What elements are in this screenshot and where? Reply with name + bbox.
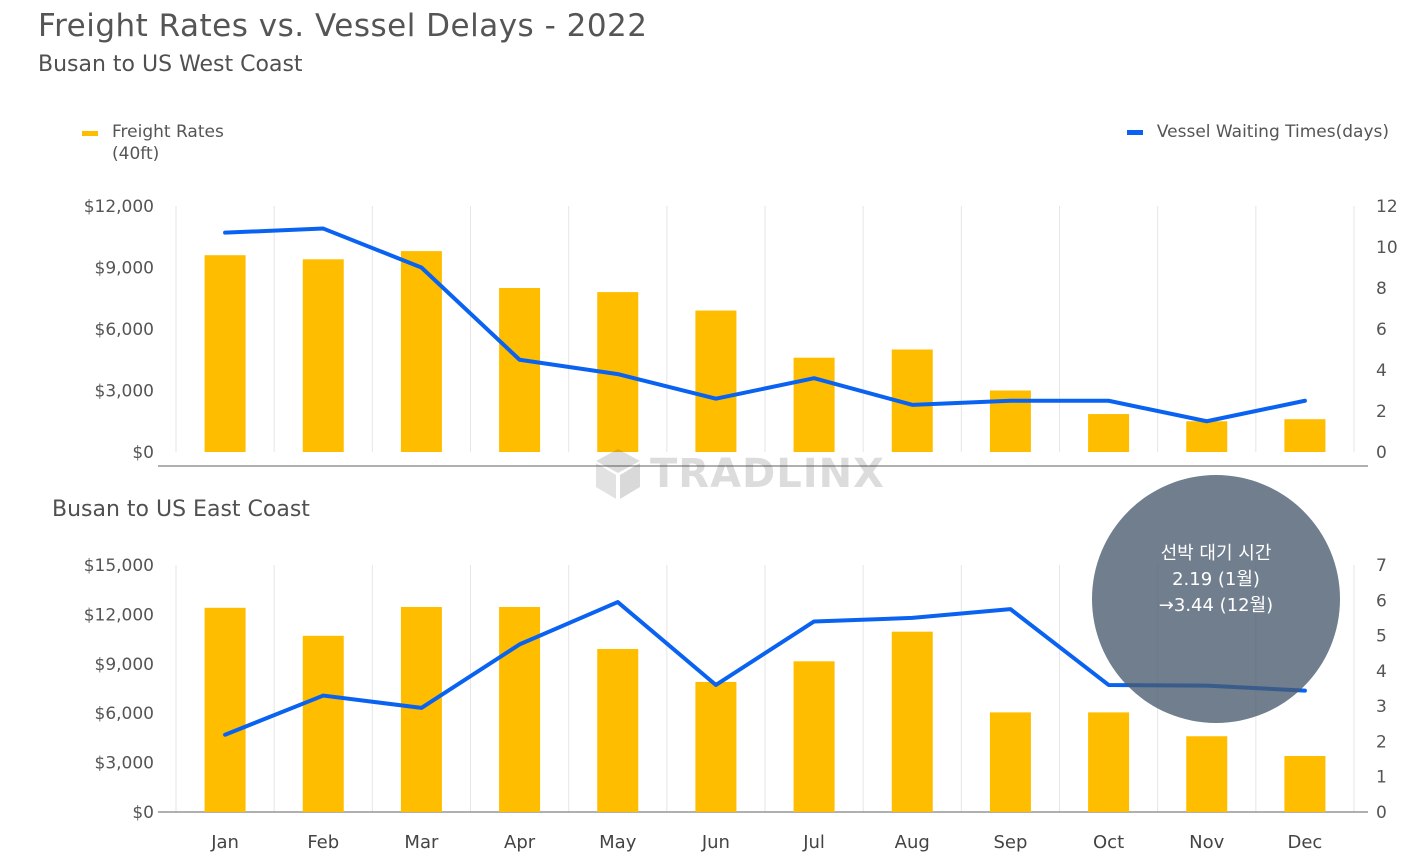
east-left-tick-label: $6,000 [95, 704, 154, 724]
legend-rate-subtext: (40ft) [112, 144, 160, 164]
west-bar-jun [695, 310, 737, 452]
chart-title: Freight Rates vs. Vessel Delays - 2022 [38, 8, 648, 44]
west-right-tick-label: 2 [1376, 402, 1387, 422]
east-x-tick-label: Sep [993, 832, 1027, 853]
east-right-tick-label: 5 [1376, 627, 1387, 647]
west-right-tick-label: 6 [1376, 320, 1387, 340]
east-right-tick-label: 7 [1376, 556, 1387, 576]
east-bar-may [597, 648, 639, 812]
east-x-tick-label: Nov [1189, 832, 1224, 853]
east-left-tick-label: $15,000 [84, 556, 154, 576]
east-x-tick-label: Aug [895, 832, 930, 853]
legend-rate-text: Freight Rates [112, 122, 224, 142]
east-bar-oct [1088, 712, 1130, 812]
east-x-tick-label: May [599, 832, 637, 853]
legend-freight-rates[interactable]: Freight Rates (40ft) [82, 121, 252, 165]
west-right-tick-label: 0 [1376, 443, 1387, 463]
west-coast-subtitle: Busan to US West Coast [38, 52, 303, 77]
east-left-tick-label: $0 [132, 803, 154, 823]
east-x-tick-label: Dec [1287, 832, 1322, 853]
east-waiting-time-line [223, 600, 1307, 737]
east-bar-jul [793, 661, 835, 812]
east-left-tick-label: $9,000 [95, 655, 154, 675]
west-bar-apr [499, 288, 541, 452]
freight-rate-swatch-icon [82, 131, 98, 136]
east-left-tick-label: $12,000 [84, 605, 154, 625]
west-bar-mar [400, 251, 442, 452]
tradlinx-logo-icon [596, 449, 640, 499]
east-bar-aug [891, 631, 933, 812]
east-bar-apr [499, 606, 541, 812]
east-bar-sep [989, 712, 1031, 812]
east-x-tick-label: Oct [1093, 832, 1124, 853]
west-bar-oct [1088, 414, 1130, 452]
east-x-tick-label: Mar [404, 832, 439, 853]
west-left-tick-label: $6,000 [95, 320, 154, 340]
west-right-tick-label: 10 [1376, 238, 1398, 258]
tradlinx-watermark: TRADLINX [596, 449, 885, 499]
watermark-text: TRADLINX [650, 451, 885, 497]
east-bar-jan [204, 607, 246, 812]
west-right-tick-label: 4 [1376, 361, 1387, 381]
waiting-time-swatch-icon [1126, 129, 1143, 135]
west-right-tick-label: 8 [1376, 279, 1387, 299]
east-right-tick-label: 0 [1376, 803, 1387, 823]
east-x-tick-label: Jul [802, 832, 825, 853]
west-left-tick-label: $3,000 [95, 382, 154, 402]
west-bar-nov [1186, 421, 1228, 452]
east-bar-dec [1284, 756, 1326, 812]
west-right-tick-label: 12 [1376, 197, 1398, 217]
west-bar-jul [793, 357, 835, 452]
east-bar-feb [302, 635, 344, 812]
east-x-tick-label: Jun [701, 832, 730, 853]
west-bar-feb [302, 259, 344, 452]
legend-waiting-times[interactable]: Vessel Waiting Times(days) [1126, 121, 1389, 143]
east-right-tick-label: 2 [1376, 732, 1387, 752]
legend-freight-rates-label: Freight Rates (40ft) [112, 121, 252, 165]
callout-heading: 선박 대기 시간 [1160, 543, 1272, 564]
east-right-tick-label: 3 [1376, 697, 1387, 717]
east-left-tick-label: $3,000 [95, 754, 154, 774]
waiting-time-callout: 선박 대기 시간 2.19 (1월) →3.44 (12월) [1092, 475, 1340, 723]
east-bar-jun [695, 681, 737, 812]
east-coast-subtitle: Busan to US East Coast [52, 497, 310, 522]
callout-dec-value: →3.44 (12월) [1158, 595, 1274, 616]
west-waiting-time-line [223, 226, 1307, 424]
east-right-tick-label: 4 [1376, 662, 1387, 682]
west-left-tick-label: $12,000 [84, 197, 154, 217]
east-right-tick-label: 6 [1376, 591, 1387, 611]
east-x-tick-label: Jan [210, 832, 239, 853]
east-right-tick-label: 1 [1376, 768, 1387, 788]
east-bar-nov [1186, 736, 1228, 812]
west-left-tick-label: $0 [132, 443, 154, 463]
west-bar-jan [204, 255, 246, 452]
west-left-tick-label: $9,000 [95, 259, 154, 279]
callout-jan-value: 2.19 (1월) [1172, 569, 1260, 590]
east-x-tick-label: Apr [504, 832, 536, 853]
legend-waiting-times-label: Vessel Waiting Times(days) [1156, 122, 1389, 142]
west-bar-dec [1284, 419, 1326, 452]
east-x-tick-label: Feb [307, 832, 339, 853]
